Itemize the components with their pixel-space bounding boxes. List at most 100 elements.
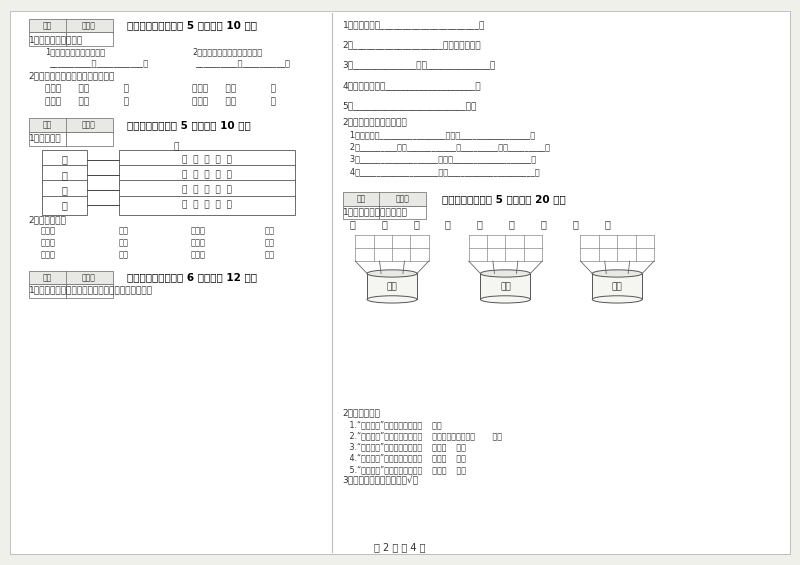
Text: 四、连一连（每题 5 分，共计 10 分）: 四、连一连（每题 5 分，共计 10 分） [127,120,250,131]
Bar [66,132,113,146]
Text: 也: 也 [445,219,451,229]
Bar [29,271,113,284]
Text: 四画: 四画 [500,282,510,291]
Bar [66,284,113,298]
Text: 得分: 得分 [356,194,366,203]
Text: 3．我会找朋友，正确的打√。: 3．我会找朋友，正确的打√。 [342,476,418,485]
Bar [29,119,113,132]
Text: 4.“又大又圆”相对的词语是又（    ）又（    ）。: 4.“又大又圆”相对的词语是又（ ）又（ ）。 [342,454,466,463]
Bar [481,273,530,299]
Text: 青青的: 青青的 [41,250,56,259]
Text: 1．把句子补充完整（不会写的字可以用拼音代）。: 1．把句子补充完整（不会写的字可以用拼音代）。 [29,285,153,294]
Bar [29,284,66,298]
Bar [342,192,426,206]
Text: 门：（      ）（            ）: 门：（ ）（ ） [45,85,129,94]
Text: 翠绿的: 翠绿的 [190,238,206,247]
Text: 树草: 树草 [264,227,274,236]
Bar [379,206,426,219]
Text: 去  花  还  在  ，: 去 花 还 在 ， [182,185,232,194]
Text: 公: 公 [509,219,514,229]
Text: 五、补充句子（每题 6 分，共计 12 分）: 五、补充句子（每题 6 分，共计 12 分） [127,272,257,282]
Text: 2．____________________从空中落下来。: 2．____________________从空中落下来。 [342,40,481,49]
Text: 六、综合题（每题 5 分，共计 20 分）: 六、综合题（每题 5 分，共计 20 分） [442,194,566,204]
Ellipse shape [592,270,642,277]
Text: 2．你知道吗？: 2．你知道吗？ [342,408,380,418]
Bar [119,166,294,184]
Text: 看  山  有  色  ，: 看 山 有 色 ， [182,155,232,164]
Text: 得分: 得分 [42,273,52,282]
Text: 羽毛: 羽毛 [264,238,274,247]
Text: 听  水  无  声  。: 听 水 无 声 。 [182,171,232,179]
Text: 长: 长 [541,219,546,229]
Text: __________再__________，: __________再__________， [194,59,290,68]
Text: 出: 出 [477,219,482,229]
Text: 评卷人: 评卷人 [396,194,410,203]
Bar [119,150,294,169]
Text: 1．大家一边________________，一边_________________，: 1．大家一边________________，一边_______________… [342,130,536,139]
Text: 2．写出有下列偏旁的字，并组词。: 2．写出有下列偏旁的字，并组词。 [29,72,115,81]
Bar [42,150,87,169]
Text: 小虾: 小虾 [119,250,129,259]
Bar [29,19,113,32]
Text: 机灵的: 机灵的 [190,227,206,236]
Text: 首: 首 [174,142,179,151]
Ellipse shape [592,296,642,303]
Text: 蓬松的: 蓬松的 [190,250,206,259]
Bar [592,273,642,299]
Ellipse shape [481,270,530,277]
Text: 口：（      ）（            ）: 口：（ ）（ ） [45,98,129,107]
Bar [42,180,87,199]
Bar [367,273,417,299]
Text: 得分: 得分 [42,121,52,130]
Ellipse shape [367,296,417,303]
Text: 目: 目 [413,219,419,229]
Text: 3.“又大又红”相对的词语是又（    ）又（    ）。: 3.“又大又红”相对的词语是又（ ）又（ ）。 [342,442,466,451]
Text: 第 2 页 共 4 页: 第 2 页 共 4 页 [374,542,426,553]
Text: 马: 马 [605,219,610,229]
Text: 匕：（      ）（            ）: 匕：（ ）（ ） [192,85,276,94]
Text: 1．我能让花儿开得更美。: 1．我能让花儿开得更美。 [342,207,407,216]
Text: 2．我会把句子补充完整。: 2．我会把句子补充完整。 [342,118,407,127]
Text: 子: 子 [349,219,355,229]
Text: 三、识字写字（每题 5 分，共计 10 分）: 三、识字写字（每题 5 分，共计 10 分） [127,20,257,30]
Text: 人: 人 [62,185,67,195]
Text: 2．林冬再也不能粗心大意了，: 2．林冬再也不能粗心大意了， [192,47,262,56]
Text: 三画: 三画 [386,282,398,291]
Text: 来  鸟  不  惊  。: 来 鸟 不 惊 。 [182,201,232,210]
Text: 评卷人: 评卷人 [82,21,96,30]
Bar [29,132,66,146]
Text: 远: 远 [62,155,67,164]
Text: 1．连一连。: 1．连一连。 [29,133,62,142]
Bar [119,180,294,199]
Text: 4．___________________已经_____________________，: 4．___________________已经_________________… [342,167,540,176]
Text: 贝壳: 贝壳 [119,227,129,236]
Text: 2．词语连线：: 2．词语连线： [29,215,66,224]
Text: 五画: 五画 [612,282,622,291]
Text: 3．___________________有一座___________________，: 3．___________________有一座________________… [342,155,537,164]
Text: 无: 无 [381,219,387,229]
Text: 5．_________________________吗？: 5．_________________________吗？ [342,101,477,110]
Bar [29,32,66,46]
Text: 春: 春 [62,170,67,180]
Text: 评卷人: 评卷人 [82,273,96,282]
Bar [342,206,379,219]
Text: 轻轻的: 轻轻的 [41,227,56,236]
Text: 1．我们学会了______________________，: 1．我们学会了______________________， [342,20,485,29]
Text: 评卷人: 评卷人 [82,121,96,130]
Text: __________在___________，: __________在___________， [49,59,148,68]
Bar [42,166,87,184]
Text: 雪白的: 雪白的 [41,238,56,247]
Text: 2.“又大又红”，写颜色的字是（    ）；写形状的起是（       ）。: 2.“又大又红”，写颜色的字是（ ）；写形状的起是（ ）。 [342,431,502,440]
Bar [42,195,87,215]
Text: 步子: 步子 [119,238,129,247]
Text: 得分: 得分 [42,21,52,30]
Text: 远: 远 [62,200,67,210]
Bar [66,32,113,46]
Ellipse shape [481,296,530,303]
Text: 5.“又大又多”相对的词语是又（    ）又（    ）。: 5.“又大又多”相对的词语是又（ ）又（ ）。 [342,465,466,474]
Text: 4．飘落的雨点像____________________，: 4．飘落的雨点像____________________， [342,81,481,90]
Text: 小鸟: 小鸟 [264,250,274,259]
Text: 彳：（      ）（            ）: 彳：（ ）（ ） [192,98,276,107]
Text: 1.“又大又多”，写数量的字是（    ）。: 1.“又大又多”，写数量的字是（ ）。 [342,420,442,429]
Ellipse shape [367,270,417,277]
